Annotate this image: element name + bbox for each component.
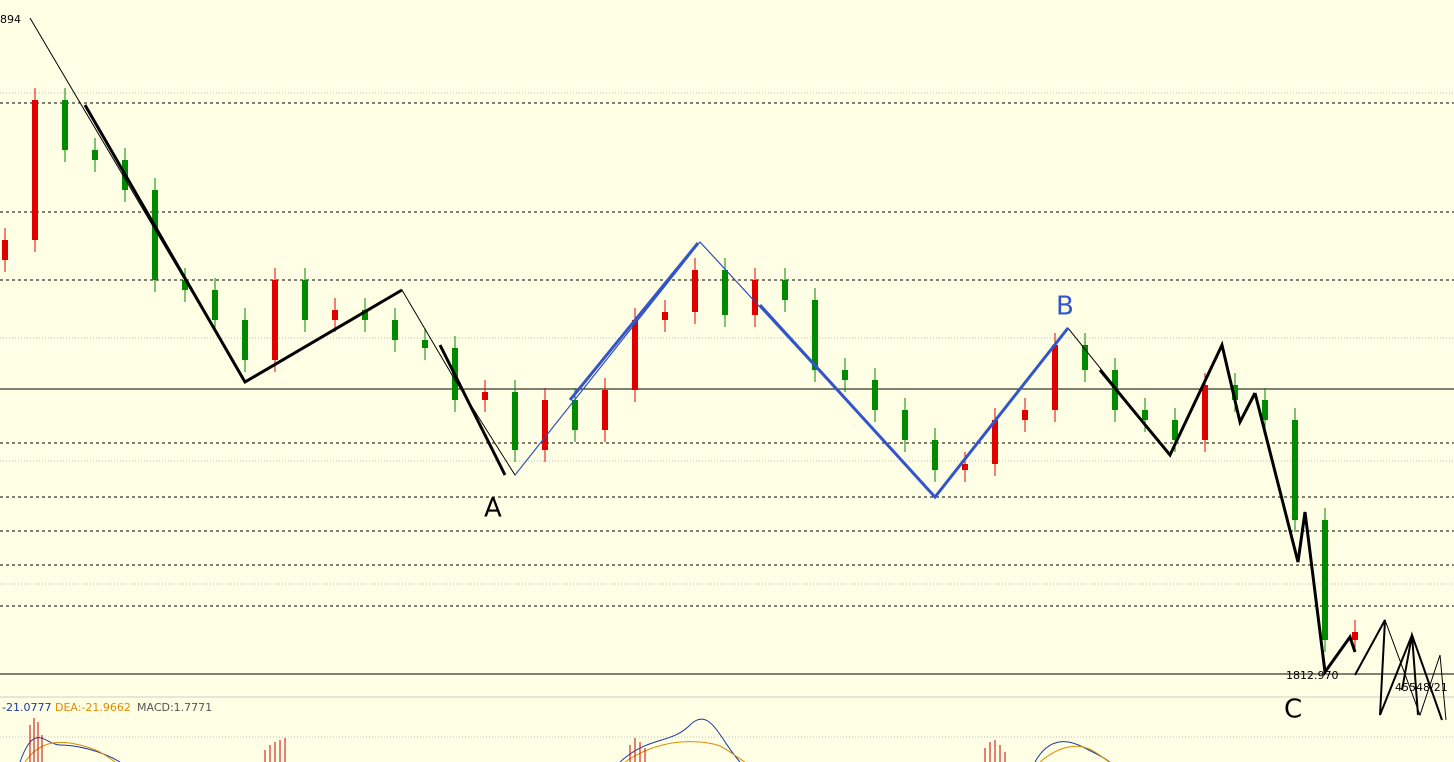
candle-body bbox=[1202, 385, 1208, 440]
candle-body bbox=[992, 420, 998, 464]
wave-label: B bbox=[1056, 292, 1074, 322]
candle-body bbox=[602, 390, 608, 430]
candle-body bbox=[1022, 410, 1028, 420]
candle-body bbox=[1052, 345, 1058, 410]
candle-body bbox=[212, 290, 218, 320]
candle-body bbox=[542, 400, 548, 450]
price-label: 894 bbox=[0, 13, 21, 26]
indicator-label: -21.0777 bbox=[2, 701, 51, 714]
candle-body bbox=[692, 270, 698, 312]
candle-body bbox=[812, 300, 818, 370]
candle-body bbox=[572, 400, 578, 430]
candles bbox=[2, 88, 1358, 652]
candle-body bbox=[332, 310, 338, 320]
candle-body bbox=[182, 280, 188, 290]
candle-body bbox=[1262, 400, 1268, 420]
price-label: 45548/21 bbox=[1395, 681, 1448, 694]
candle-body bbox=[1082, 345, 1088, 370]
candle-body bbox=[1322, 520, 1328, 640]
candle-body bbox=[482, 392, 488, 400]
candle-body bbox=[62, 100, 68, 150]
candle-body bbox=[662, 312, 668, 320]
candle-body bbox=[842, 370, 848, 380]
macd-bars bbox=[29, 718, 1006, 762]
candle-body bbox=[1352, 632, 1358, 640]
candle-body bbox=[302, 280, 308, 320]
candle-body bbox=[1292, 420, 1298, 520]
candle-body bbox=[2, 240, 8, 260]
candle-body bbox=[782, 280, 788, 300]
wave-label: A bbox=[484, 494, 502, 524]
candle-body bbox=[152, 190, 158, 280]
candle-body bbox=[1172, 420, 1178, 440]
candle-body bbox=[1142, 410, 1148, 420]
candle-body bbox=[902, 410, 908, 440]
candle-body bbox=[272, 280, 278, 360]
price-label: 1812.970 bbox=[1286, 669, 1339, 682]
candle-body bbox=[392, 320, 398, 340]
candle-body bbox=[512, 392, 518, 450]
candle-body bbox=[32, 100, 38, 240]
candle-body bbox=[242, 320, 248, 360]
candle-body bbox=[92, 150, 98, 160]
macd-lines bbox=[19, 718, 1111, 762]
candle-body bbox=[752, 280, 758, 315]
candle-body bbox=[962, 464, 968, 470]
candle-body bbox=[422, 340, 428, 348]
candle-body bbox=[632, 320, 638, 390]
level-lines bbox=[0, 92, 1454, 738]
candle-body bbox=[1232, 385, 1238, 400]
candle-body bbox=[872, 380, 878, 410]
candle-body bbox=[932, 440, 938, 470]
candle-body bbox=[722, 270, 728, 315]
indicator-label: MACD:1.7771 bbox=[137, 701, 212, 714]
wave-annotations bbox=[29, 17, 1447, 721]
candle-body bbox=[362, 310, 368, 320]
indicator-label: DEA:-21.9662 bbox=[55, 701, 131, 714]
wave-label: C bbox=[1284, 695, 1302, 725]
